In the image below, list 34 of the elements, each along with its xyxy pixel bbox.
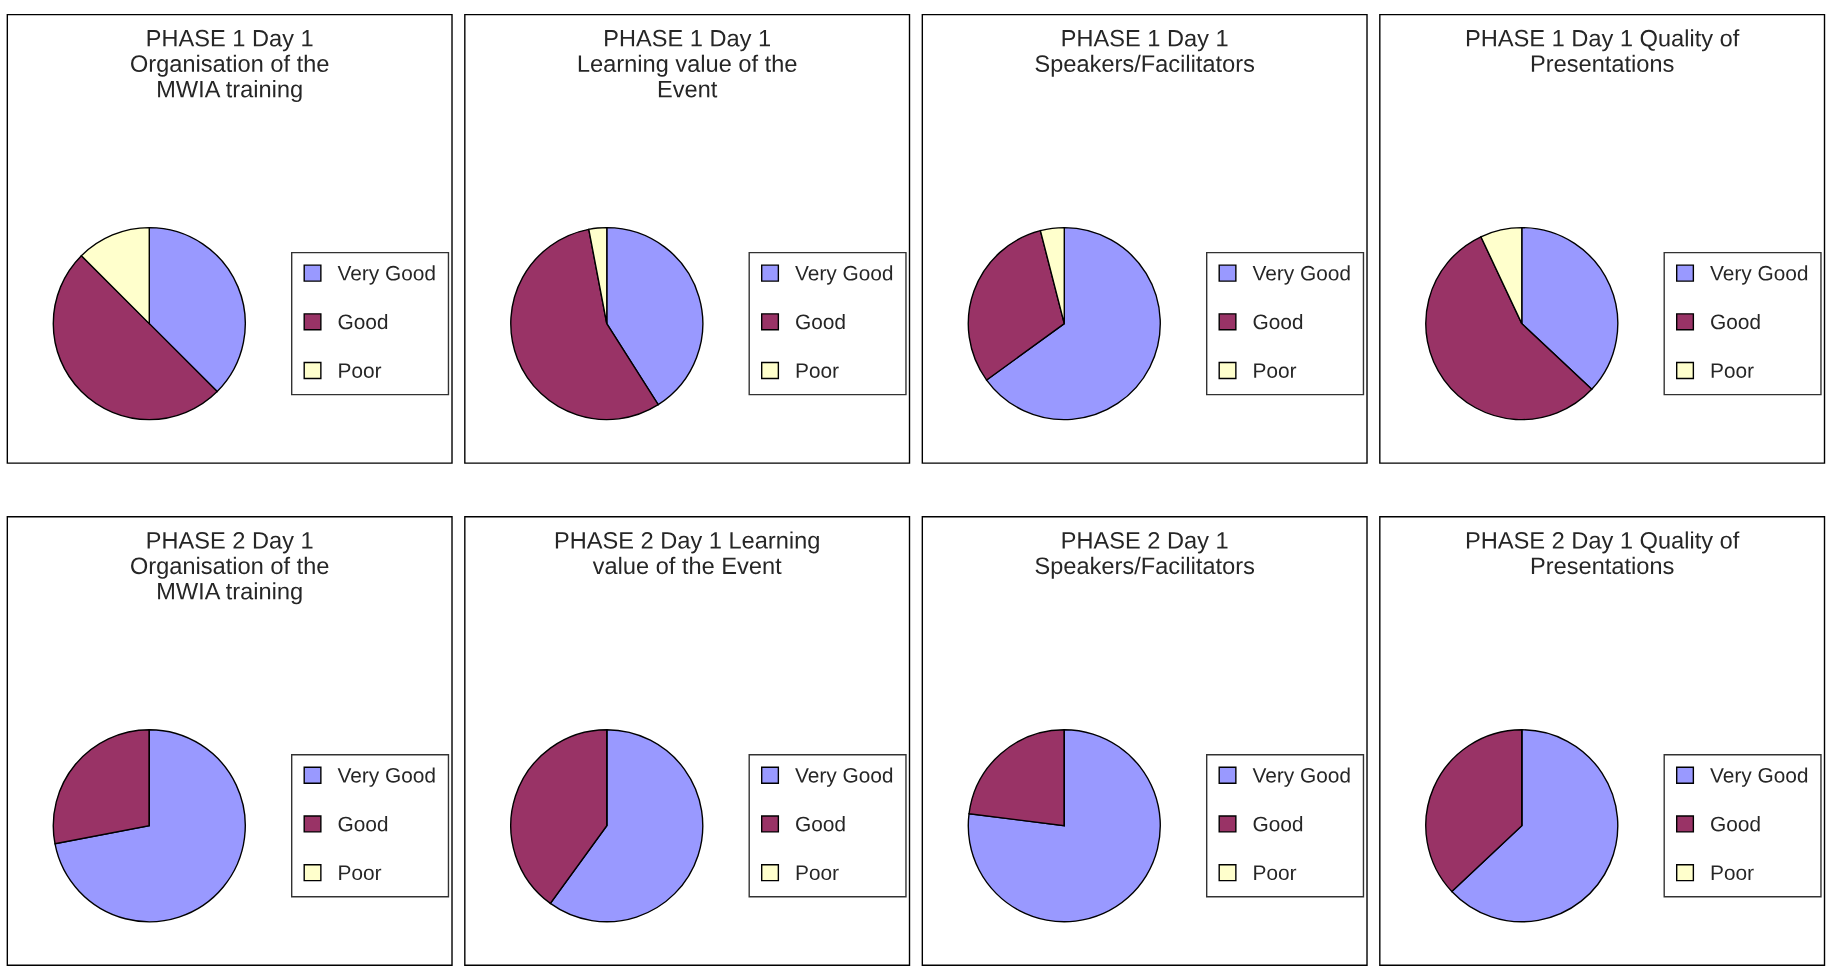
chart-title: PHASE 2 Day 1 Quality of Presentations <box>1466 531 1740 575</box>
pie-slice <box>967 729 1161 923</box>
legend-label: Very Good <box>1710 767 1808 787</box>
legend-label: Poor <box>1254 363 1297 378</box>
legend-label: Good <box>796 313 845 330</box>
legend-label: Very Good <box>1252 265 1350 285</box>
chart-title: PHASE 1 Day 1 Quality of Presentations <box>1466 29 1740 73</box>
legend-label: Good <box>338 816 388 832</box>
legend-label: Poor <box>796 865 839 881</box>
legend-label: Good <box>1711 313 1760 330</box>
legend-label: Poor <box>1254 865 1297 881</box>
chart-title: PHASE 2 Day 1 Learning value of the Event <box>555 531 819 575</box>
legend-label: Very Good <box>795 767 893 787</box>
legend-label: Very Good <box>1252 767 1350 787</box>
legend-label: Very Good <box>337 767 435 787</box>
legend-label: Very Good <box>795 265 893 285</box>
legend-label: Poor <box>1711 865 1754 881</box>
legend-label: Poor <box>339 363 382 378</box>
legend-label: Good <box>1711 816 1760 832</box>
legend-label: Good <box>796 816 845 832</box>
chart-title: PHASE 1 Day 1 Learning value of the Event <box>578 29 797 98</box>
chart-title: PHASE 2 Day 1 Organisation of the MWIA training <box>131 532 329 605</box>
legend-label: Very Good <box>1710 265 1808 285</box>
legend-label: Poor <box>1711 363 1754 378</box>
pie-slice <box>54 729 246 923</box>
legend-label: Good <box>1253 313 1303 330</box>
legend-label: Poor <box>339 865 382 881</box>
legend-label: Poor <box>796 363 839 378</box>
legend-label: Good <box>1253 816 1303 832</box>
legend-label: Very Good <box>337 265 435 285</box>
chart-title: PHASE 1 Day 1 Organisation of the MWIA training <box>131 29 329 103</box>
chart-title: PHASE 2 Day 1 Speakers/Facilitators <box>1035 532 1255 579</box>
chart-title: PHASE 1 Day 1 Speakers/Facilitators <box>1035 29 1255 77</box>
legend-label: Good <box>338 313 388 330</box>
